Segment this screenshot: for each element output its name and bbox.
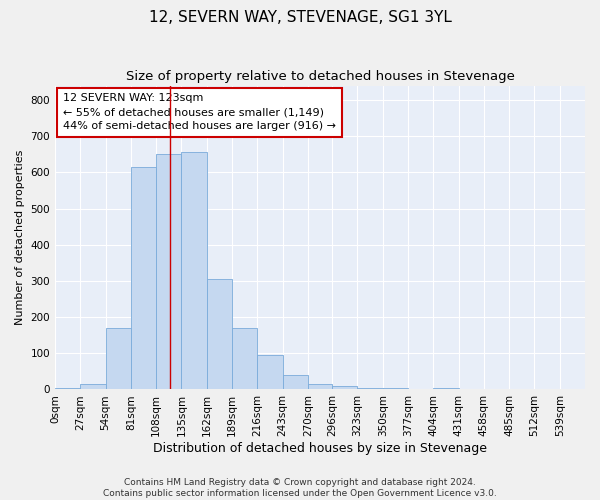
Bar	[283, 375, 308, 390]
Text: 12, SEVERN WAY, STEVENAGE, SG1 3YL: 12, SEVERN WAY, STEVENAGE, SG1 3YL	[149, 10, 451, 25]
Text: Contains HM Land Registry data © Crown copyright and database right 2024.
Contai: Contains HM Land Registry data © Crown c…	[103, 478, 497, 498]
X-axis label: Distribution of detached houses by size in Stevenage: Distribution of detached houses by size …	[153, 442, 487, 455]
Bar	[207, 279, 232, 390]
Bar	[80, 384, 106, 390]
Bar	[232, 328, 257, 390]
Y-axis label: Number of detached properties: Number of detached properties	[15, 150, 25, 325]
Title: Size of property relative to detached houses in Stevenage: Size of property relative to detached ho…	[125, 70, 514, 83]
Bar	[257, 355, 283, 390]
Bar	[433, 388, 458, 390]
Bar	[55, 388, 80, 390]
Bar	[308, 384, 332, 390]
Bar	[156, 154, 181, 390]
Bar	[131, 167, 156, 390]
Bar	[383, 388, 408, 390]
Bar	[332, 386, 358, 390]
Text: 12 SEVERN WAY: 123sqm
← 55% of detached houses are smaller (1,149)
44% of semi-d: 12 SEVERN WAY: 123sqm ← 55% of detached …	[63, 93, 336, 131]
Bar	[106, 328, 131, 390]
Bar	[358, 388, 383, 390]
Bar	[181, 152, 207, 390]
